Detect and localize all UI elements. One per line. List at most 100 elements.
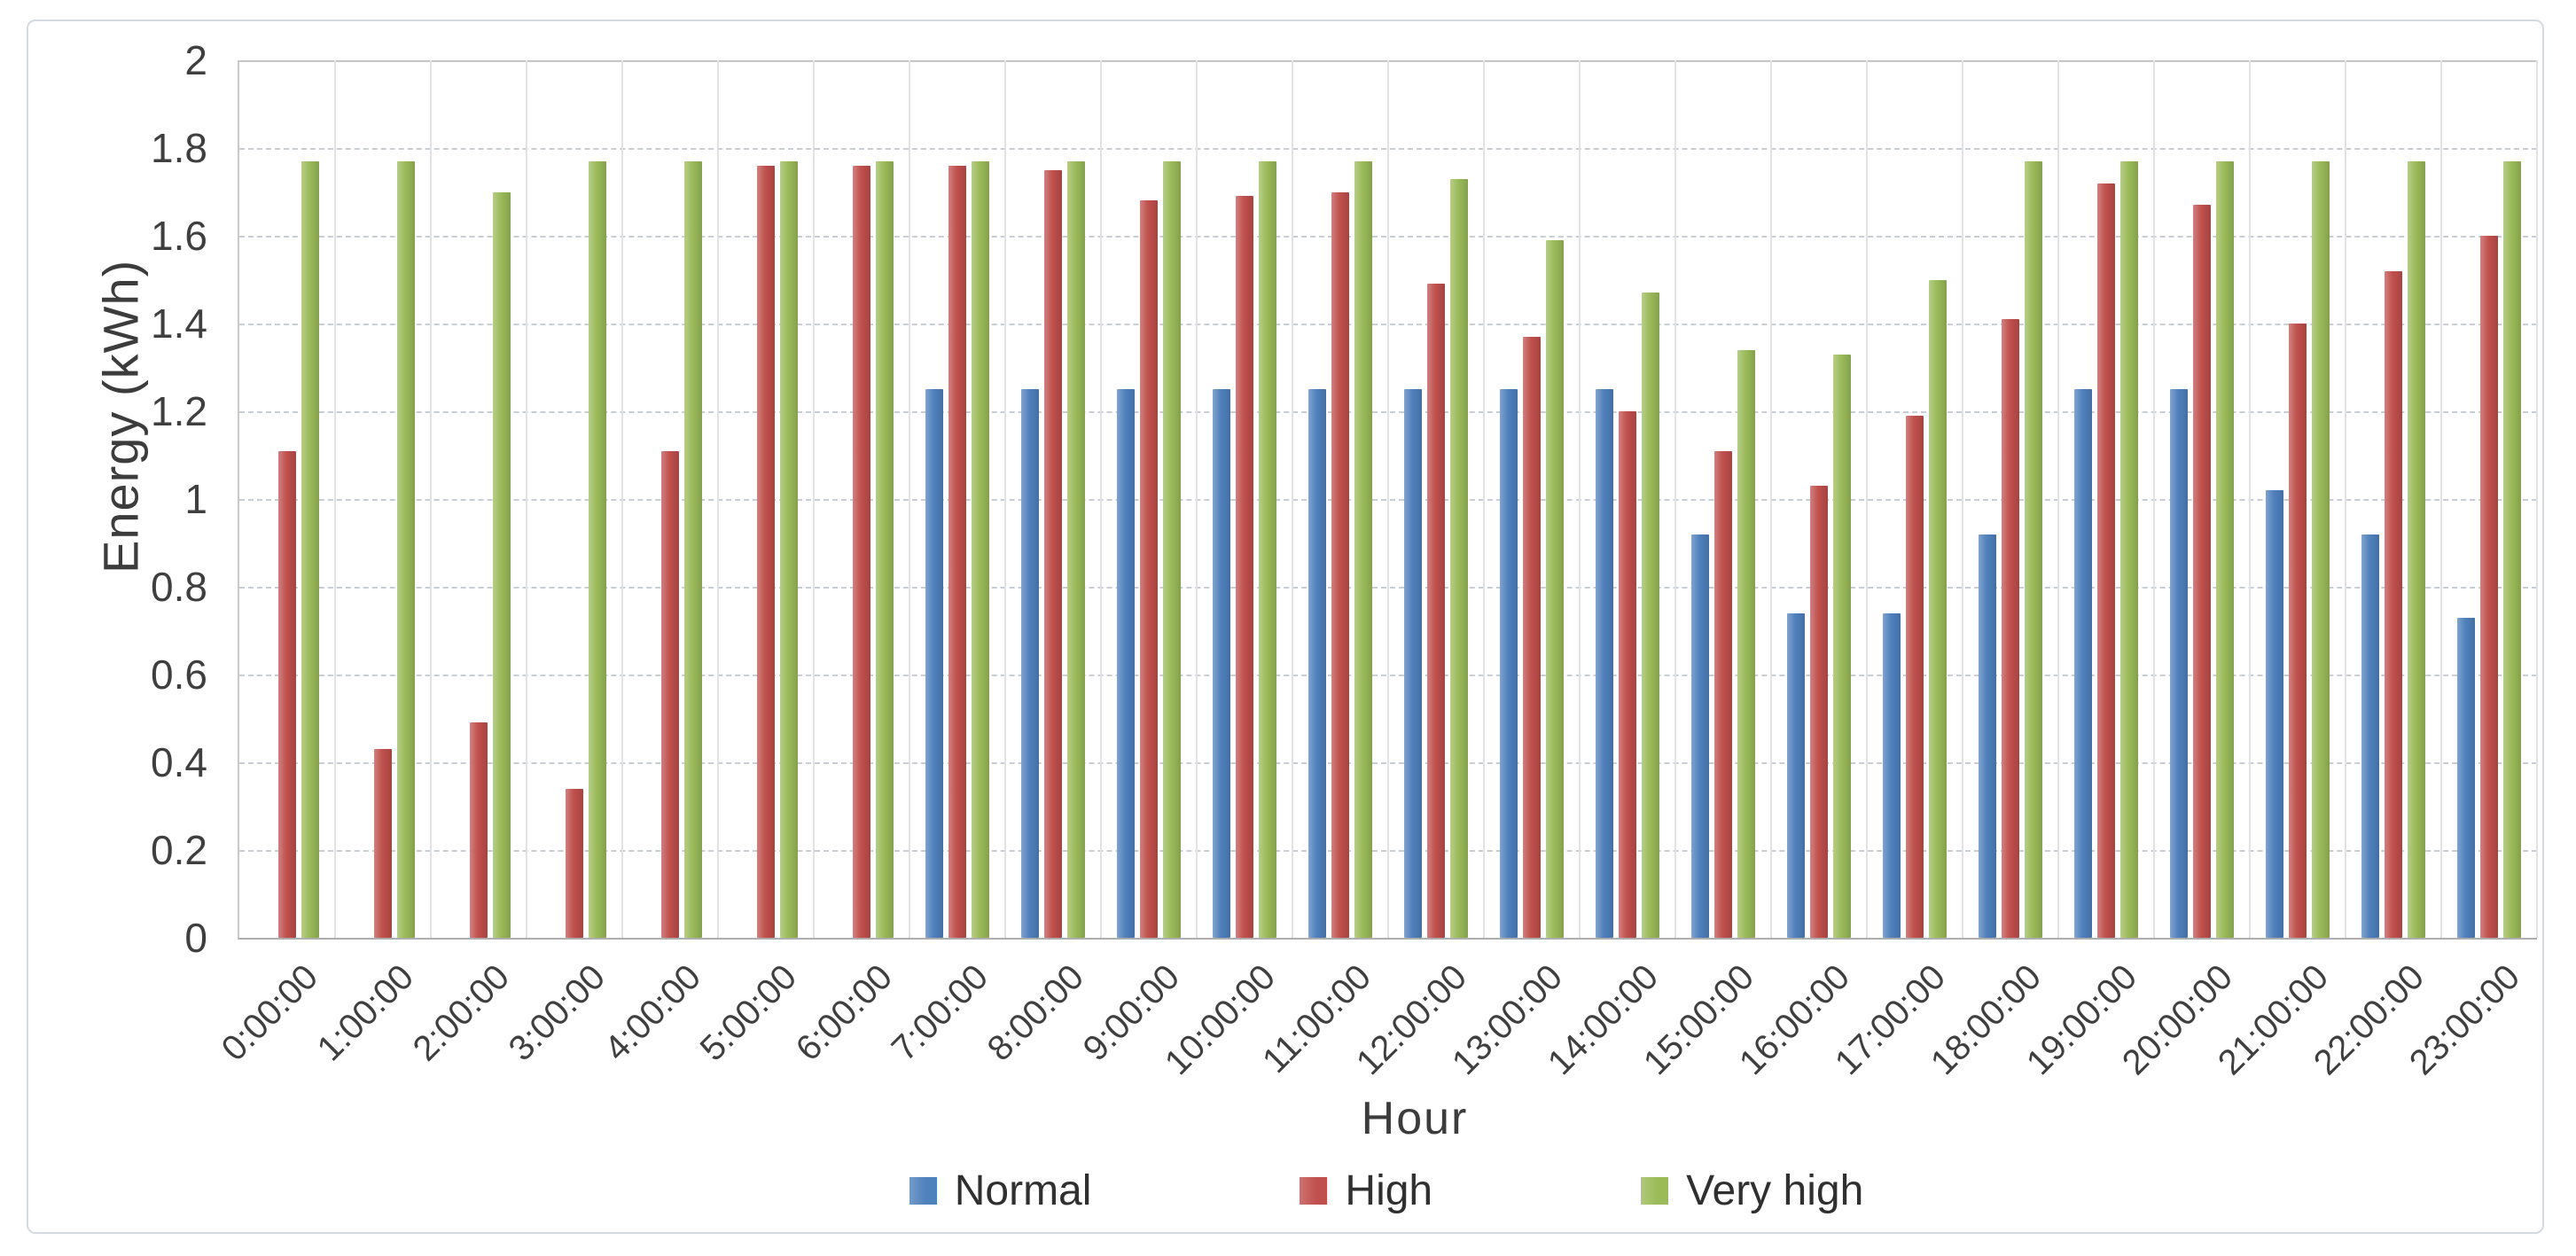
gridline-x-19 bbox=[2057, 60, 2059, 938]
gridline-x-23 bbox=[2440, 60, 2442, 938]
bar-normal-11:00:00 bbox=[1308, 389, 1326, 938]
bar-high-13:00:00 bbox=[1523, 336, 1541, 938]
bar-very-high-21:00:00 bbox=[2312, 160, 2330, 938]
bar-very-high-6:00:00 bbox=[876, 160, 894, 938]
gridline-x-3 bbox=[526, 60, 527, 938]
bar-very-high-12:00:00 bbox=[1450, 178, 1468, 938]
gridline-x-2 bbox=[430, 60, 432, 938]
gridline-x-22 bbox=[2345, 60, 2346, 938]
legend-swatch-icon bbox=[1641, 1177, 1669, 1205]
y-tick-1.4: 1.4 bbox=[151, 300, 207, 347]
bar-high-12:00:00 bbox=[1427, 284, 1445, 938]
y-tick-0.4: 0.4 bbox=[151, 739, 207, 785]
bar-high-19:00:00 bbox=[2097, 183, 2115, 938]
bar-normal-8:00:00 bbox=[1021, 389, 1039, 938]
bar-very-high-7:00:00 bbox=[972, 160, 989, 938]
bar-high-10:00:00 bbox=[1236, 196, 1253, 938]
legend-item-normal: Normal bbox=[909, 1166, 1092, 1215]
bar-very-high-13:00:00 bbox=[1546, 239, 1564, 938]
bar-very-high-9:00:00 bbox=[1163, 160, 1181, 938]
bar-high-8:00:00 bbox=[1044, 169, 1062, 938]
legend-item-very-high: Very high bbox=[1641, 1166, 1863, 1215]
legend: Normal High Very high bbox=[238, 1166, 2535, 1215]
bar-very-high-23:00:00 bbox=[2503, 160, 2521, 938]
bar-very-high-3:00:00 bbox=[589, 160, 606, 938]
bar-normal-13:00:00 bbox=[1500, 389, 1518, 938]
gridline-x-10 bbox=[1196, 60, 1198, 938]
gridline-x-7 bbox=[909, 60, 910, 938]
y-tick-1: 1 bbox=[184, 476, 207, 522]
bar-normal-7:00:00 bbox=[925, 389, 943, 938]
bar-very-high-22:00:00 bbox=[2408, 160, 2425, 938]
gridline-x-13 bbox=[1483, 60, 1485, 938]
gridline-x-12 bbox=[1387, 60, 1389, 938]
y-tick-0.2: 0.2 bbox=[151, 827, 207, 873]
bar-normal-12:00:00 bbox=[1404, 389, 1422, 938]
bar-normal-16:00:00 bbox=[1787, 612, 1805, 938]
y-tick-0.8: 0.8 bbox=[151, 564, 207, 610]
gridline-x-16 bbox=[1770, 60, 1772, 938]
gridline-x-24 bbox=[2536, 60, 2538, 938]
bar-very-high-0:00:00 bbox=[301, 160, 319, 938]
gridline-x-1 bbox=[334, 60, 336, 938]
x-axis-title: Hour bbox=[1361, 1093, 1469, 1144]
bar-very-high-18:00:00 bbox=[2025, 160, 2042, 938]
bar-high-11:00:00 bbox=[1331, 191, 1349, 938]
legend-swatch-icon bbox=[1300, 1177, 1328, 1205]
bar-high-5:00:00 bbox=[757, 165, 775, 938]
bar-very-high-19:00:00 bbox=[2120, 160, 2138, 938]
gridline-x-20 bbox=[2153, 60, 2155, 938]
bar-high-4:00:00 bbox=[661, 450, 679, 938]
bar-high-16:00:00 bbox=[1810, 486, 1828, 938]
legend-label: Very high bbox=[1686, 1167, 1864, 1214]
gridline-x-11 bbox=[1292, 60, 1293, 938]
bar-high-17:00:00 bbox=[1906, 415, 1924, 938]
y-tick-1.6: 1.6 bbox=[151, 213, 207, 259]
bar-very-high-4:00:00 bbox=[684, 160, 702, 938]
bar-very-high-14:00:00 bbox=[1642, 293, 1659, 938]
bar-normal-18:00:00 bbox=[1979, 534, 1996, 938]
bar-very-high-16:00:00 bbox=[1833, 354, 1851, 938]
bar-high-0:00:00 bbox=[278, 450, 296, 938]
gridline-x-17 bbox=[1866, 60, 1868, 938]
bar-high-14:00:00 bbox=[1619, 411, 1636, 938]
bar-very-high-17:00:00 bbox=[1929, 279, 1947, 938]
y-tick-0: 0 bbox=[184, 915, 207, 961]
legend-label: Normal bbox=[954, 1167, 1092, 1214]
gridline-x-15 bbox=[1674, 60, 1676, 938]
bar-high-23:00:00 bbox=[2480, 236, 2498, 938]
gridline-x-18 bbox=[1962, 60, 1963, 938]
legend-label: High bbox=[1345, 1167, 1433, 1214]
bar-normal-21:00:00 bbox=[2266, 490, 2283, 938]
bar-very-high-10:00:00 bbox=[1259, 160, 1276, 938]
bar-very-high-20:00:00 bbox=[2216, 160, 2234, 938]
gridline-x-6 bbox=[813, 60, 815, 938]
y-tick-1.8: 1.8 bbox=[151, 125, 207, 171]
y-tick-0.6: 0.6 bbox=[151, 651, 207, 698]
bar-high-3:00:00 bbox=[566, 788, 583, 938]
bar-normal-20:00:00 bbox=[2170, 389, 2188, 938]
bar-normal-22:00:00 bbox=[2361, 534, 2379, 938]
bar-very-high-5:00:00 bbox=[780, 160, 798, 938]
bar-high-21:00:00 bbox=[2289, 324, 2307, 938]
gridline-x-21 bbox=[2249, 60, 2251, 938]
bar-normal-10:00:00 bbox=[1213, 389, 1230, 938]
bar-very-high-15:00:00 bbox=[1737, 349, 1755, 938]
y-tick-2: 2 bbox=[184, 37, 207, 83]
bar-high-20:00:00 bbox=[2193, 205, 2211, 938]
bar-normal-15:00:00 bbox=[1691, 534, 1709, 938]
bar-high-18:00:00 bbox=[2002, 319, 2019, 938]
bar-normal-19:00:00 bbox=[2074, 389, 2092, 938]
plot-area bbox=[238, 60, 2538, 940]
bar-normal-14:00:00 bbox=[1596, 389, 1613, 938]
bar-high-6:00:00 bbox=[853, 165, 870, 938]
bar-normal-9:00:00 bbox=[1117, 389, 1135, 938]
gridline-x-14 bbox=[1579, 60, 1581, 938]
bar-high-22:00:00 bbox=[2385, 270, 2402, 938]
bar-high-1:00:00 bbox=[374, 749, 392, 938]
bar-normal-17:00:00 bbox=[1883, 612, 1901, 938]
gridline-x-5 bbox=[717, 60, 719, 938]
bar-high-15:00:00 bbox=[1714, 450, 1732, 938]
bar-high-7:00:00 bbox=[948, 165, 966, 938]
